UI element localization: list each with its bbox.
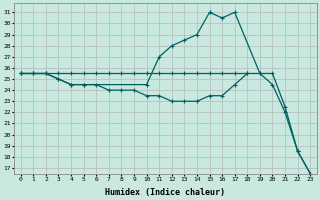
X-axis label: Humidex (Indice chaleur): Humidex (Indice chaleur) [106,188,226,197]
